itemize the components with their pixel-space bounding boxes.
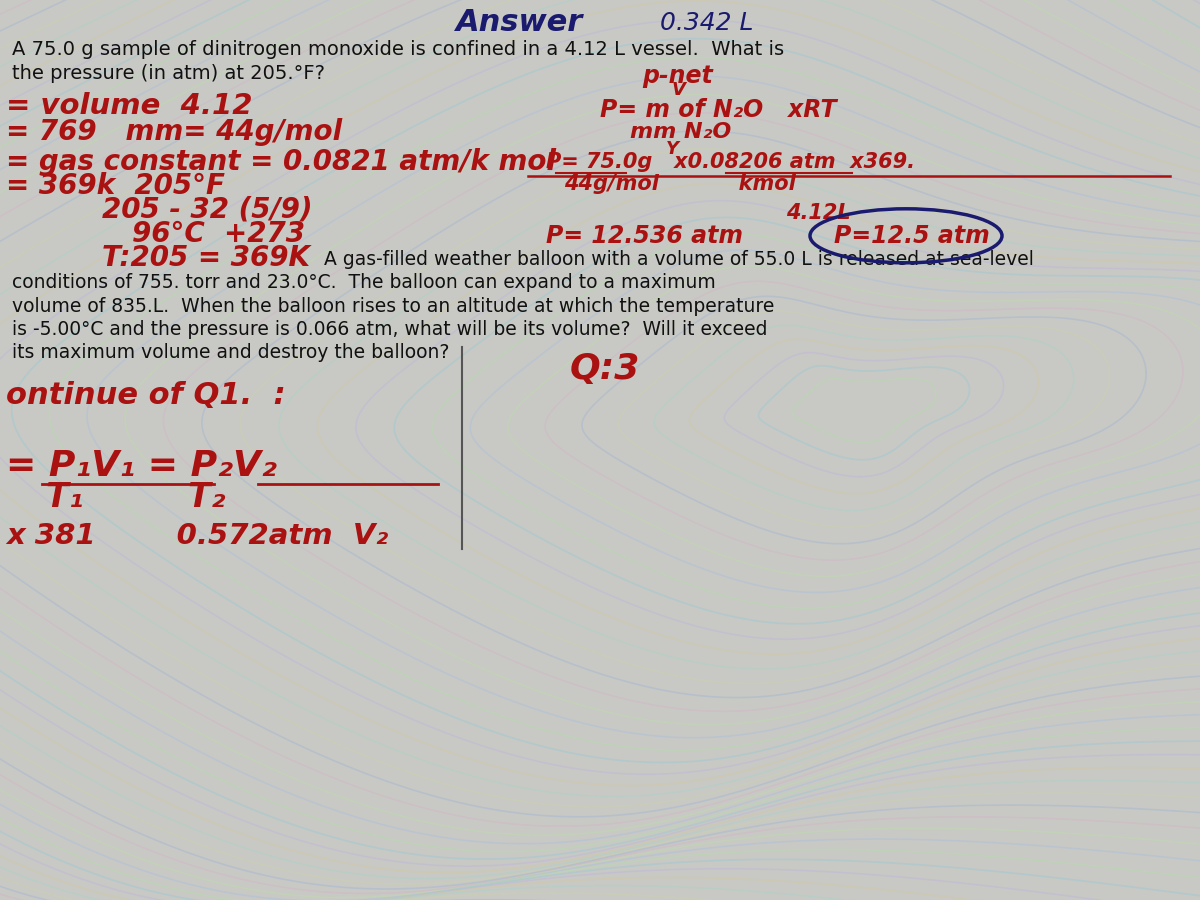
Text: volume of 835.L.  When the balloon rises to an altitude at which the temperature: volume of 835.L. When the balloon rises … xyxy=(12,296,774,316)
Text: Y: Y xyxy=(666,140,679,158)
Text: is -5.00°C and the pressure is 0.066 atm, what will be its volume?  Will it exce: is -5.00°C and the pressure is 0.066 atm… xyxy=(12,320,768,339)
Text: = P₁V₁ = P₂V₂: = P₁V₁ = P₂V₂ xyxy=(6,449,277,483)
Text: Q:3: Q:3 xyxy=(570,352,641,386)
Text: 44g/mol           kmol: 44g/mol kmol xyxy=(564,175,796,194)
Text: = gas constant = 0.0821 atm/k mol: = gas constant = 0.0821 atm/k mol xyxy=(6,148,556,176)
Text: A gas-filled weather balloon with a volume of 55.0 L is released at sea-level: A gas-filled weather balloon with a volu… xyxy=(324,249,1034,269)
Text: P= 12.536 atm: P= 12.536 atm xyxy=(546,224,743,248)
Text: 0.342 L: 0.342 L xyxy=(660,11,754,34)
Text: A 75.0 g sample of dinitrogen monoxide is confined in a 4.12 L vessel.  What is: A 75.0 g sample of dinitrogen monoxide i… xyxy=(12,40,784,59)
Text: = volume  4.12: = volume 4.12 xyxy=(6,92,252,121)
Text: conditions of 755. torr and 23.0°C.  The balloon can expand to a maximum: conditions of 755. torr and 23.0°C. The … xyxy=(12,273,715,292)
Text: x 381        0.572atm  V₂: x 381 0.572atm V₂ xyxy=(6,521,388,550)
Text: P= 75.0g   x0.08206 atm  x369.: P= 75.0g x0.08206 atm x369. xyxy=(546,152,916,172)
Text: T₁         T₂: T₁ T₂ xyxy=(46,482,224,514)
Text: P= m of N₂O   xRT: P= m of N₂O xRT xyxy=(600,98,836,122)
Text: V: V xyxy=(672,81,686,99)
Text: the pressure (in atm) at 205.°F?: the pressure (in atm) at 205.°F? xyxy=(12,64,325,84)
Text: = 369k  205°F: = 369k 205°F xyxy=(6,172,226,201)
Text: mm N₂O: mm N₂O xyxy=(630,122,731,142)
Text: p-net: p-net xyxy=(642,64,713,87)
Text: 4.12L: 4.12L xyxy=(786,203,851,223)
Text: = 769   mm= 44g/mol: = 769 mm= 44g/mol xyxy=(6,118,342,147)
Text: 205 - 32 (5/9): 205 - 32 (5/9) xyxy=(102,195,312,224)
Text: P=12.5 atm: P=12.5 atm xyxy=(834,224,990,248)
Text: 96°C  +273: 96°C +273 xyxy=(132,220,305,248)
Text: its maximum volume and destroy the balloon?: its maximum volume and destroy the ballo… xyxy=(12,343,449,363)
Text: T:205 = 369K: T:205 = 369K xyxy=(102,244,310,273)
Text: Answer: Answer xyxy=(456,8,583,37)
Text: ontinue of Q1.  :: ontinue of Q1. : xyxy=(6,382,286,410)
